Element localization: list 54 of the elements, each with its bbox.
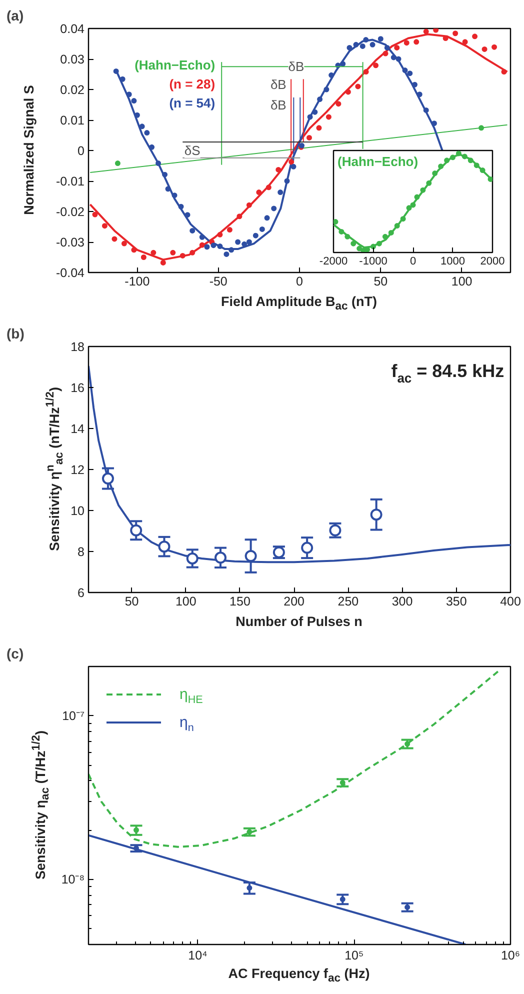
x-tick-label: 200 — [284, 594, 305, 608]
y-tick-label: 0.04 — [60, 22, 85, 36]
y-tick-label: 8 — [78, 545, 85, 559]
y-tick-label: -0.03 — [56, 236, 85, 250]
x-tick-label: 10⁶ — [500, 948, 520, 962]
x-tick-label: 0 — [296, 274, 304, 288]
y-tick-label: 10 — [70, 504, 85, 518]
y-tick-label: 6 — [78, 586, 85, 600]
x-tick-label: 10⁴ — [188, 948, 208, 962]
x-axis-title: Field Amplitude B$_{ac}$ (nT) — [220, 293, 377, 315]
text: (Hahn−Echo) — [134, 58, 216, 73]
y-tick-label: 14 — [70, 422, 85, 436]
chart-title: (a) — [6, 8, 24, 24]
y-tick-label: 10⁻⁷ — [62, 708, 85, 723]
annotation: δB — [288, 58, 304, 74]
x-tick-label: 50 — [124, 594, 139, 608]
x-tick-label: -1000 — [359, 256, 388, 268]
y-tick-label: 16 — [70, 381, 85, 395]
y-tick-label: 0.01 — [60, 114, 85, 128]
x-tick-label: 0 — [410, 256, 416, 268]
x-tick-label: -2000 — [319, 256, 348, 268]
y-tick-label: 18 — [70, 340, 85, 354]
annotation: δB — [270, 97, 286, 112]
y-tick-label: 10⁻⁸ — [61, 872, 85, 886]
annotation: δB — [270, 77, 286, 92]
y-tick-label: 12 — [70, 463, 85, 477]
x-tick-label: 1000 — [440, 256, 465, 268]
x-tick-label: 400 — [500, 594, 521, 608]
x-axis-title: Number of Pulses n — [236, 613, 362, 631]
x-tick-label: 350 — [446, 594, 467, 608]
y-tick-label: -0.02 — [56, 205, 85, 219]
x-tick-label: 2000 — [480, 256, 505, 268]
y-tick-label: 0.03 — [60, 52, 85, 66]
x-tick-label: 300 — [392, 594, 413, 608]
y-axis-title: Normalized Signal S — [20, 85, 38, 215]
chart-title: (b) — [6, 326, 24, 342]
chart-title: (Hahn−Echo) — [338, 154, 418, 169]
x-tick-label: 100 — [175, 594, 196, 608]
y-tick-label: 0 — [78, 144, 85, 158]
y-tick-label: -0.04 — [56, 266, 85, 280]
x-tick-label: 250 — [338, 594, 359, 608]
x-tick-label: -50 — [209, 274, 228, 288]
x-tick-label: -100 — [124, 274, 150, 288]
y-tick-label: 0.02 — [60, 83, 85, 97]
x-axis-title: AC Frequency f$_{ac}$ (Hz) — [228, 965, 370, 987]
chart-title: (c) — [6, 646, 24, 662]
text: (n = 28) — [169, 76, 216, 92]
annotation: δS — [184, 143, 201, 158]
y-tick-label: -0.01 — [56, 174, 85, 188]
x-tick-label: 10⁵ — [344, 948, 364, 962]
x-tick-label: 50 — [374, 274, 388, 288]
x-tick-label: 100 — [451, 274, 472, 288]
text: (n = 54) — [169, 96, 216, 111]
x-tick-label: 150 — [230, 594, 250, 608]
